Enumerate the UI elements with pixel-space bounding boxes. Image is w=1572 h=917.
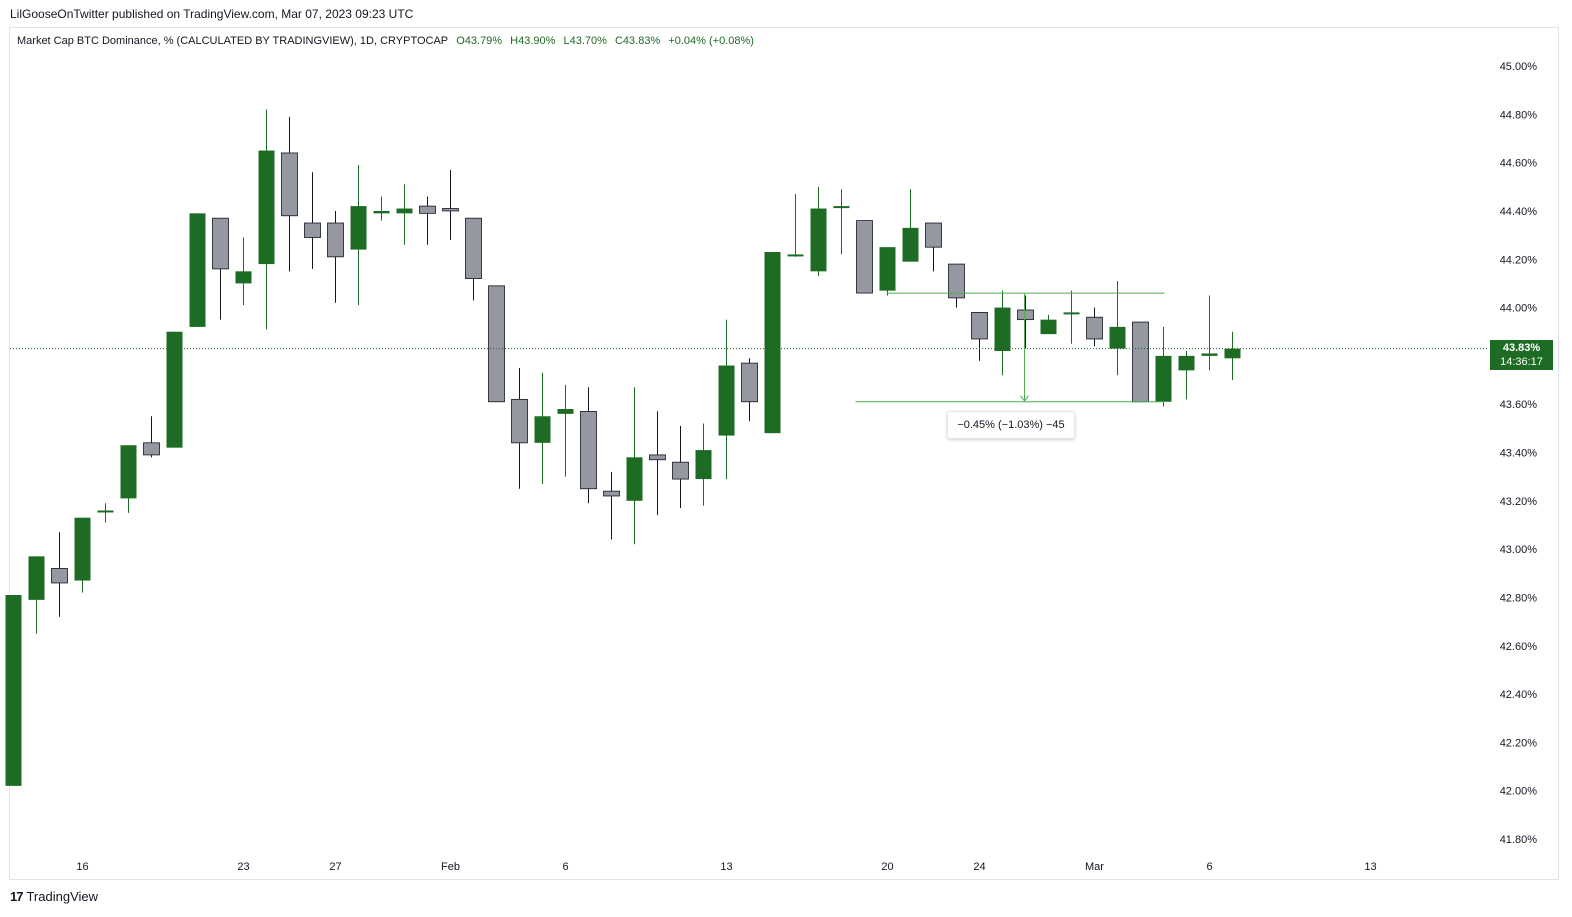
candle-body (718, 365, 735, 436)
candle-body (396, 208, 413, 214)
candle-body (994, 307, 1011, 352)
candle-body (212, 217, 229, 270)
x-tick-label: 27 (329, 861, 341, 873)
candle-body (1132, 321, 1149, 403)
candle-body (166, 331, 183, 448)
candle-body (465, 217, 482, 279)
candle-body (1109, 326, 1126, 349)
candle-body (810, 208, 827, 272)
y-tick-label: 42.60% (1500, 641, 1538, 653)
y-tick-label: 44.60% (1500, 158, 1538, 170)
legend-low: L43.70% (563, 35, 607, 47)
y-tick-label: 42.40% (1500, 689, 1538, 701)
candle-body (235, 271, 252, 284)
candle-body (902, 227, 919, 262)
legend-open: O43.79% (456, 35, 503, 47)
candle-body (695, 450, 712, 480)
y-tick-label: 44.00% (1500, 303, 1538, 315)
x-tick-label: Feb (441, 861, 460, 873)
y-tick-label: 42.20% (1500, 737, 1538, 749)
candle-body (833, 206, 850, 209)
footer: 17 TradingView (10, 889, 98, 904)
x-tick-label: 13 (720, 861, 732, 873)
x-tick-label: 23 (237, 861, 249, 873)
x-tick-label: 13 (1364, 861, 1376, 873)
candle-body (1063, 312, 1080, 315)
candle-body (1155, 355, 1172, 402)
candle-body (74, 517, 91, 581)
y-tick-label: 43.20% (1500, 496, 1538, 508)
candle-body (28, 556, 45, 600)
candle-body (649, 454, 666, 461)
x-tick-label: 6 (1206, 861, 1212, 873)
candle-body (5, 595, 22, 786)
y-tick-label: 43.00% (1500, 544, 1538, 556)
legend-high: H43.90% (510, 35, 556, 47)
candle-body (281, 152, 298, 217)
footer-brand[interactable]: TradingView (26, 889, 99, 904)
candle-body (304, 222, 321, 238)
candle-body (948, 263, 965, 299)
chart-frame (9, 27, 1559, 880)
y-tick-label: 44.20% (1500, 254, 1538, 266)
x-tick-label: Mar (1085, 861, 1104, 873)
y-tick-label: 45.00% (1500, 61, 1538, 73)
candle-body (419, 205, 436, 214)
candle-body (971, 311, 988, 340)
x-tick-label: 16 (76, 861, 88, 873)
candle-body (879, 247, 896, 291)
candle-body (1017, 309, 1034, 321)
y-tick-label: 42.80% (1500, 592, 1538, 604)
candle-body (97, 510, 114, 513)
candle-body (856, 220, 873, 294)
legend-title: Market Cap BTC Dominance, % (CALCULATED … (17, 35, 449, 47)
candle-body (787, 254, 804, 257)
candle-body (764, 252, 781, 434)
candle-body (327, 222, 344, 258)
measure-tool-label[interactable]: −0.45% (−1.03%) −45 (947, 411, 1075, 439)
candle-body (373, 210, 390, 214)
legend-close: C43.83% (614, 35, 661, 47)
candle-body (1201, 353, 1218, 356)
candle-body (120, 445, 137, 499)
candle-body (1040, 319, 1057, 335)
candle-body (626, 457, 643, 501)
candle-body (143, 442, 160, 456)
candle-body (557, 409, 574, 414)
candle-body (189, 213, 206, 327)
chart-legend: Market Cap BTC Dominance, % (CALCULATED … (17, 35, 759, 47)
bar-countdown-label: 14:36:17 (1500, 356, 1543, 368)
candle-body (258, 150, 275, 265)
y-tick-label: 42.00% (1500, 786, 1538, 798)
candle-body (603, 490, 620, 497)
candle-body (350, 206, 367, 250)
legend-change: +0.04% (+0.08%) (668, 35, 754, 47)
candle-body (580, 411, 597, 490)
x-tick-label: 24 (973, 861, 985, 873)
published-by-text: LilGooseOnTwitter published on TradingVi… (10, 7, 414, 21)
candle-body (1224, 348, 1241, 359)
y-tick-label: 43.40% (1500, 448, 1538, 460)
candle-body (511, 398, 528, 444)
tradingview-logo-icon: 17 (10, 889, 24, 904)
x-tick-label: 6 (562, 861, 568, 873)
candle-body (741, 362, 758, 403)
candle-body (442, 208, 459, 212)
current-price-tag: 43.83% 14:36:17 (1490, 340, 1553, 370)
candle-body (1086, 316, 1103, 340)
candle-body (925, 222, 942, 248)
x-tick-label: 20 (881, 861, 893, 873)
candle-body (488, 285, 505, 403)
candle-body (672, 461, 689, 480)
candle-body (1178, 355, 1195, 371)
y-tick-label: 44.40% (1500, 206, 1538, 218)
current-price-label: 43.83% (1502, 342, 1541, 354)
candle-body (51, 568, 68, 584)
y-tick-label: 41.80% (1500, 834, 1538, 846)
y-tick-label: 44.80% (1500, 109, 1538, 121)
y-tick-label: 43.60% (1500, 399, 1538, 411)
candle-body (534, 416, 551, 443)
measure-arrow-head (1020, 395, 1029, 402)
